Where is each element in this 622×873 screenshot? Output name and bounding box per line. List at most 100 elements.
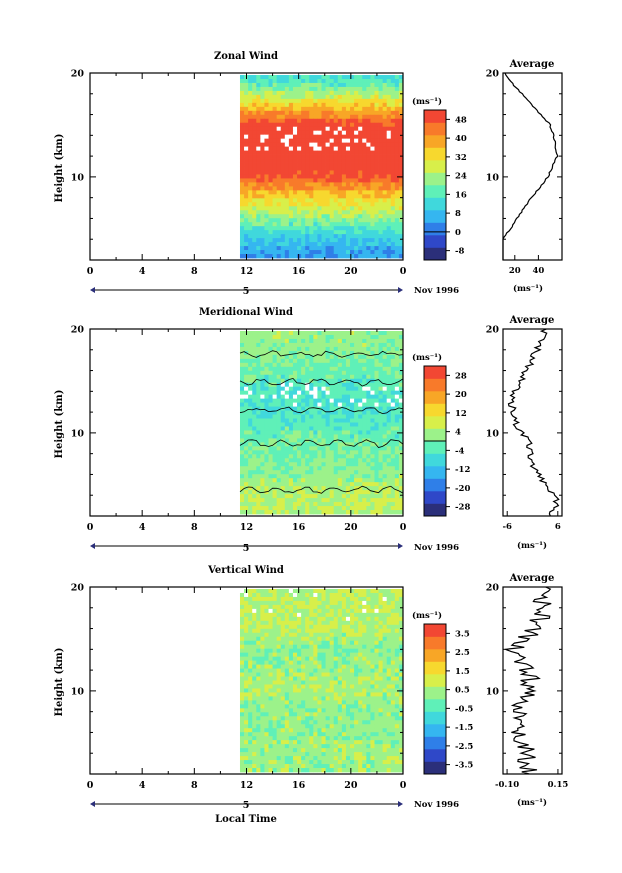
meridional-cell [248, 486, 253, 491]
meridional-cell [280, 434, 286, 439]
vertical-cell [292, 668, 298, 673]
meridional-cell [398, 478, 404, 483]
zonal-cell [239, 75, 245, 80]
zonal-cell [390, 222, 396, 227]
meridional-cell [362, 390, 367, 396]
vertical-cell [297, 684, 302, 689]
meridional-cell [354, 331, 359, 336]
zonal-cell [394, 130, 400, 136]
zonal-cell [297, 86, 302, 92]
vertical-cell [260, 620, 265, 626]
zonal-cell [292, 178, 298, 183]
meridional-cell [248, 498, 253, 503]
vertical-cell [350, 589, 355, 594]
zonal-cell [333, 234, 339, 239]
vertical-cell [329, 600, 335, 606]
vertical-cell [244, 624, 249, 630]
zonal-cell [325, 254, 331, 259]
meridional-cell [362, 434, 367, 439]
vertical-cell [378, 624, 384, 630]
vertical-cell [386, 684, 392, 689]
meridional-cell [390, 338, 396, 344]
vertical-cell [337, 644, 343, 650]
zonal-cell [394, 106, 400, 112]
meridional-cell [354, 458, 359, 463]
zonal-cell [260, 134, 265, 140]
meridional-cell [398, 362, 404, 368]
vertical-cell [386, 616, 392, 622]
meridional-cell [288, 426, 294, 431]
vertical-cell [333, 684, 339, 689]
vertical-cell [378, 596, 384, 602]
zonal-cell [252, 122, 257, 128]
zonal-cell [244, 162, 249, 167]
meridional-cell [260, 446, 265, 451]
meridional-cell [345, 354, 351, 360]
zonal-cell [337, 250, 343, 255]
meridional-cell [329, 474, 335, 479]
zonal-cell [374, 82, 379, 88]
meridional-cell [398, 358, 404, 364]
vertical-cell [264, 688, 269, 693]
meridional-cell [362, 354, 367, 360]
meridional-cell [264, 366, 269, 372]
meridional-cell [358, 378, 363, 384]
zonal-cell [276, 106, 282, 112]
meridional-cell [394, 418, 400, 423]
meridional-cell [309, 446, 314, 451]
meridional-cell [354, 386, 359, 392]
zonal-cell [268, 162, 273, 167]
vertical-cell [288, 600, 294, 606]
vertical-cell [354, 612, 359, 618]
zonal-cell [252, 238, 257, 243]
vertical-cell [321, 680, 326, 685]
meridional-cell [329, 450, 335, 455]
meridional-cell [305, 474, 310, 479]
zonal-cell [313, 178, 318, 183]
meridional-cell [358, 410, 363, 415]
zonal-cell [382, 146, 388, 151]
meridional-cell [354, 334, 359, 340]
zonal-cell [354, 86, 359, 92]
zonal-cell [313, 138, 318, 144]
vertical-cell [264, 600, 269, 606]
zonal-cell [398, 202, 404, 207]
meridional-cell [390, 510, 396, 515]
meridional-cell [284, 446, 290, 451]
meridional-cell [345, 462, 351, 467]
vertical-cell [292, 612, 298, 618]
zonal-cell [374, 178, 379, 183]
zonal-cell [333, 162, 339, 167]
zonal-cell [350, 246, 355, 251]
zonal-cell [390, 130, 396, 136]
meridional-cell [366, 446, 371, 451]
zonal-cell [386, 138, 392, 144]
zonal-cell [386, 234, 392, 239]
zonal-cell [305, 234, 310, 239]
meridional-cell [341, 458, 347, 463]
zonal-cell [301, 210, 306, 215]
zonal-cell [325, 142, 331, 148]
zonal-cell [248, 202, 253, 207]
meridional-cell [313, 418, 318, 423]
vertical-cell [284, 692, 290, 697]
zonal-cell [276, 114, 282, 120]
meridional-cell [276, 470, 282, 475]
meridional-cell [345, 422, 351, 427]
vertical-cell [374, 656, 379, 662]
vertical-cell [252, 632, 257, 638]
zonal-cell [362, 94, 367, 100]
zonal-average-profile-line [502, 72, 559, 260]
meridional-cell [390, 358, 396, 364]
meridional-cell [366, 426, 371, 431]
meridional-cell [280, 410, 286, 415]
meridional-cell [329, 446, 335, 451]
vertical-cell [288, 676, 294, 681]
zonal-cell [378, 202, 384, 207]
vertical-cell [284, 684, 290, 689]
meridional-cell [317, 410, 322, 415]
meridional-cell [390, 434, 396, 439]
zonal-cell [337, 122, 343, 128]
zonal-cell [317, 146, 322, 151]
meridional-cell [386, 358, 392, 364]
